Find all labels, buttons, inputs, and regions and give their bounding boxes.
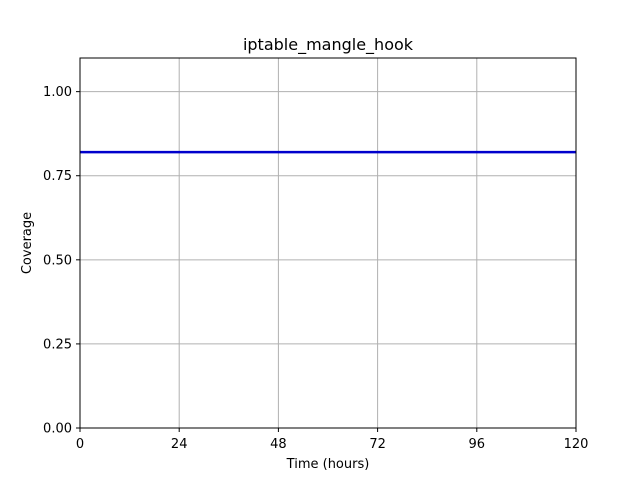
x-tick-label: 96 bbox=[469, 437, 486, 452]
x-tick-label: 24 bbox=[171, 437, 188, 452]
y-axis-label: Coverage bbox=[20, 212, 35, 274]
plot-frame bbox=[79, 57, 577, 429]
x-axis-label: Time (hours) bbox=[286, 457, 370, 472]
y-tick-label: 0.25 bbox=[43, 337, 72, 352]
x-tick-label: 0 bbox=[76, 437, 84, 452]
y-tick-label: 0.50 bbox=[43, 253, 72, 268]
y-axis-ticks: 0.00 0.25 0.50 0.75 1.00 bbox=[43, 85, 80, 437]
y-tick-label: 1.00 bbox=[43, 85, 72, 100]
x-tick-label: 48 bbox=[270, 437, 287, 452]
x-tick-label: 120 bbox=[564, 437, 589, 452]
y-tick-label: 0.00 bbox=[43, 422, 72, 437]
chart-title: iptable_mangle_hook bbox=[243, 35, 414, 55]
x-axis-ticks: 0 24 48 72 96 120 bbox=[76, 428, 589, 452]
y-tick-label: 0.75 bbox=[43, 169, 72, 184]
x-tick-label: 72 bbox=[369, 437, 386, 452]
